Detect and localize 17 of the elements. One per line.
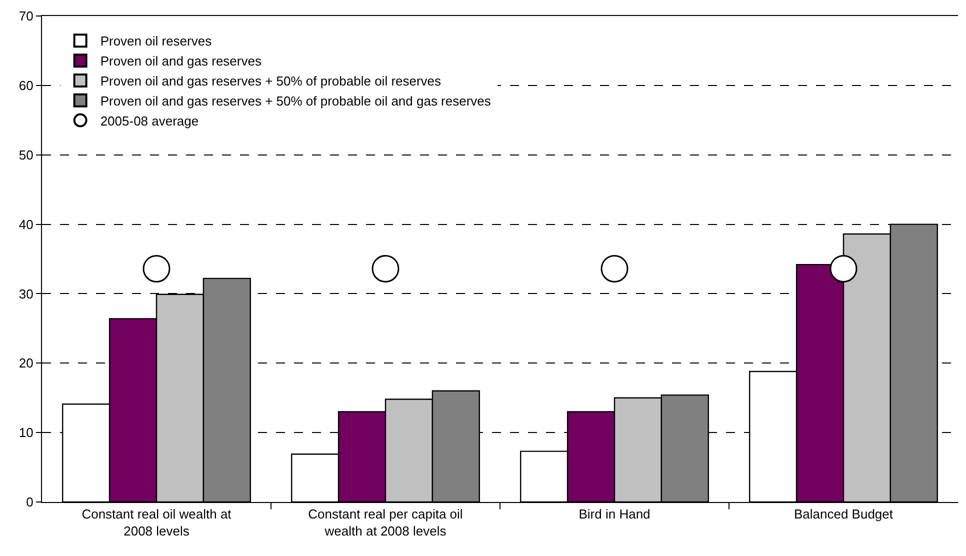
legend-label: Proven oil and gas reserves xyxy=(100,54,262,69)
y-tick-label: 0 xyxy=(26,494,34,510)
x-tick-label: Constant real per capita oil wealth at 2008 levels xyxy=(308,506,463,538)
x-tick-label: Bird in Hand xyxy=(578,506,650,522)
y-tick-label: 50 xyxy=(18,147,34,162)
legend-label: 2005-08 average xyxy=(100,113,199,128)
y-tick-label: 30 xyxy=(18,286,34,302)
y-tick-label: 60 xyxy=(18,78,34,93)
y-tick-label: 20 xyxy=(18,356,34,371)
legend-label: Proven oil reserves xyxy=(100,34,212,49)
x-tick-label: Balanced Budget xyxy=(794,506,894,522)
y-tick-label: 10 xyxy=(18,425,34,440)
x-tick-label: Constant real oil wealth at 2008 levels xyxy=(82,506,232,538)
y-tick-label: 70 xyxy=(18,8,34,24)
y-tick-label: 40 xyxy=(18,216,34,232)
legend-label: Proven oil and gas reserves + 50% of probable oil and gas reserves xyxy=(100,93,492,108)
legend-label: Proven oil and gas reserves + 50% of probable oil reserves xyxy=(100,74,442,89)
